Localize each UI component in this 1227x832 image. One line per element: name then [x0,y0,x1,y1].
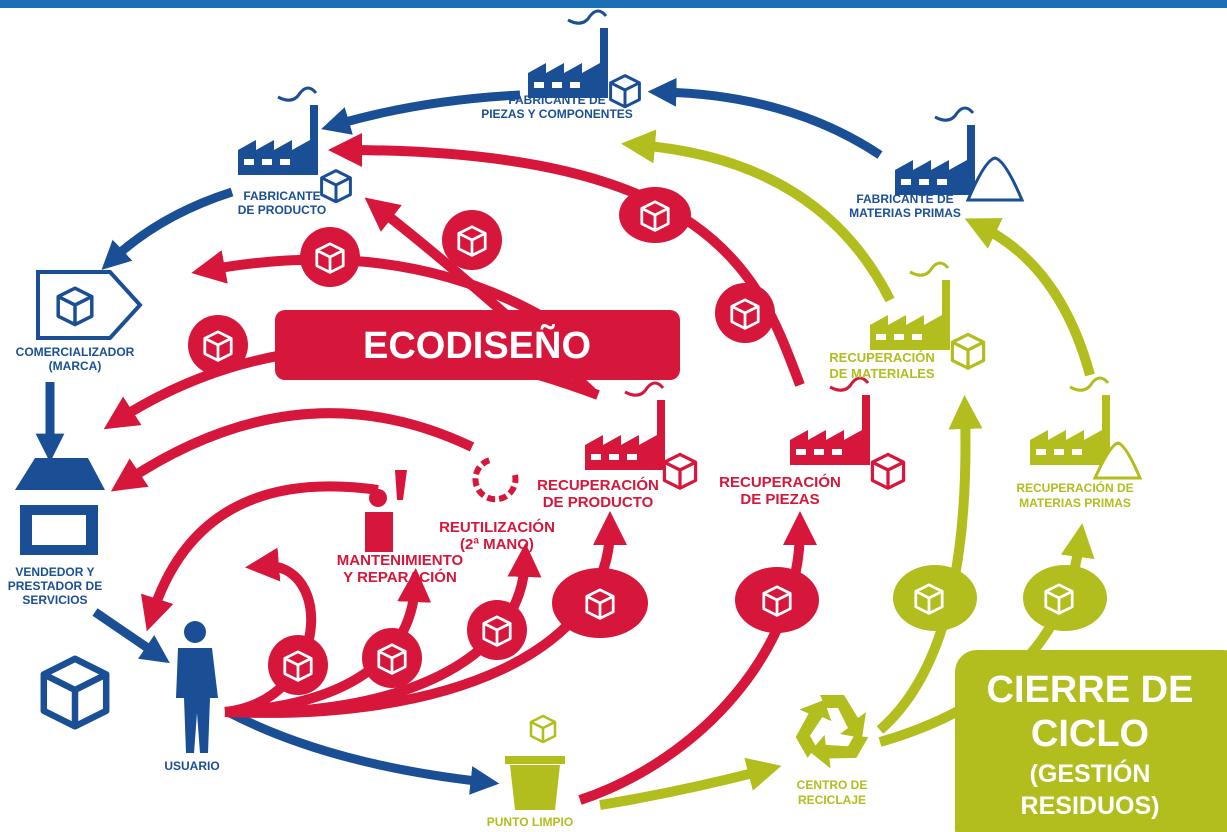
node-label: MATERIAS PRIMAS [849,206,961,220]
cube-outline [872,454,903,488]
top-bar [0,0,1227,8]
factory-windows [1036,449,1082,455]
mechanic-head [369,489,387,507]
node-label: PIEZAS Y COMPONENTES [481,107,633,121]
node-label: FABRICANTE [243,189,320,203]
diagram: ECODISEÑO CIERRE DECICLO(GESTIÓN RESIDUOS… [0,0,1227,832]
cube [531,716,555,742]
node-label: Y REPARACIÓN [343,568,457,586]
node-label: RECUPERACIÓN DE [1016,480,1133,495]
node-label: CENTRO DE [797,778,868,792]
store-window [32,515,86,545]
factory-windows [796,449,842,455]
cube-outline [531,716,555,742]
cube-outline [58,288,92,324]
node-label: (2ª MANO) [460,536,534,553]
factory [238,88,318,175]
factory-smoke [910,263,948,275]
trash-can [505,756,565,810]
node-label: RECICLAJE [798,793,866,807]
node-label: FABRICANTE DE [856,192,953,206]
node-label: DE PIEZAS [740,491,819,508]
factory [790,378,870,465]
cierre-line: CICLO [1031,713,1149,755]
cube-outline [664,454,695,488]
cube [664,454,695,488]
factory [895,108,975,195]
node-label: FABRICANTE DE [508,93,605,107]
cube [952,334,983,368]
price-tag [38,272,140,338]
node-label: REUTILIZACIÓN [439,518,555,536]
node-label: DE PRODUCTO [543,494,654,511]
blue-arrows [50,92,880,782]
node-label: RECUPERACIÓN [829,350,934,365]
factory-windows [591,454,637,460]
node-label: (MARCA) [49,359,102,373]
factory-smoke [278,88,316,100]
node-label: RECUPERACIÓN [719,473,841,491]
ecodiseno-title: ECODISEÑO [363,323,591,367]
cube-outline [611,76,640,107]
cube [322,171,351,202]
node-label: COMERCIALIZADOR [16,345,135,359]
factory [1030,378,1110,465]
node-label: DE MATERIALES [829,366,935,381]
node-label: SERVICIOS [22,593,87,607]
mechanic-body [365,470,407,552]
node-label: MANTENIMIENTO [337,552,464,569]
node-label: PUNTO LIMPIO [487,815,573,829]
factory-smoke [568,11,606,23]
cube [58,288,92,324]
node-label: DE PRODUCTO [238,203,326,217]
factory-windows [534,82,580,88]
factory-smoke [1070,378,1108,390]
node-label: MATERIAS PRIMAS [1019,496,1131,510]
factory-windows [901,179,947,185]
reuse-arrow [475,460,515,499]
recycle-symbol [785,695,869,777]
cierre-line: CIERRE DE [987,669,1194,711]
cube-outline [44,659,106,727]
action-circle [1023,565,1107,631]
cierre-line: RESIDUOS) [1021,792,1160,820]
node-label: VENDEDOR Y [15,565,94,579]
cube [44,659,106,727]
cierre-line: (GESTIÓN [1030,758,1151,788]
node-label: USUARIO [164,759,219,773]
cube-outline [322,171,351,202]
factory-smoke [625,383,663,395]
factory-smoke [935,108,973,120]
factory-windows [244,159,290,165]
cube-outline [952,334,983,368]
node-label: PRESTADOR DE [8,579,102,593]
action-circle [893,565,977,631]
factory-windows [876,334,922,340]
raw-material-pile [968,158,1022,200]
person-head [184,621,206,643]
person-body [176,648,218,753]
node-label: RECUPERACIÓN [537,476,659,494]
cube [611,76,640,107]
factory [528,11,608,98]
cube [872,454,903,488]
